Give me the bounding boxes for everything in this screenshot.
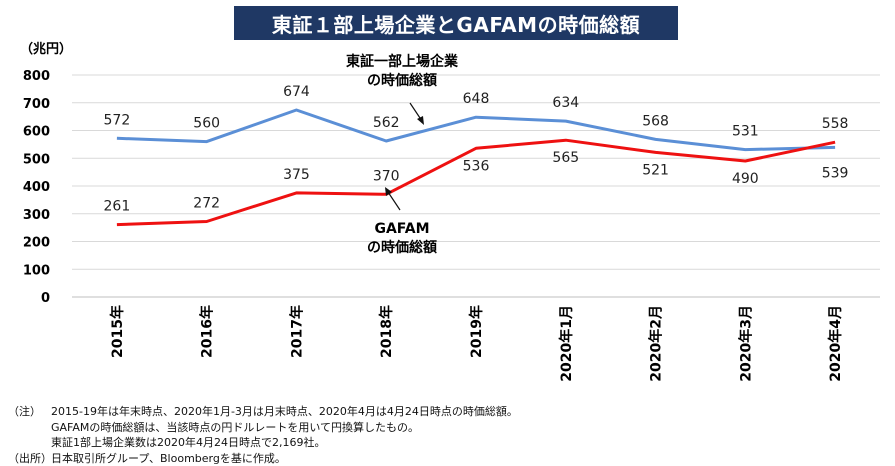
gafam-data-label: 521	[642, 162, 669, 178]
gafam-data-label: 370	[373, 168, 400, 184]
tse-data-label: 634	[552, 95, 579, 111]
gafam-annotation-arrow	[387, 191, 401, 211]
footnote-text: 日本取引所グループ、Bloombergを基に作成。	[51, 451, 286, 465]
x-tick-label: 2016年	[199, 305, 216, 358]
x-tick-label: 2020年2月	[648, 305, 665, 382]
footnote-row: GAFAMの時価総額は、当該時点の円ドルレートを用いて円換算したもの。	[8, 420, 518, 436]
tse-annotation: 東証一部上場企業の時価総額	[346, 53, 459, 89]
footnote-tag	[8, 435, 51, 451]
tse-annotation-arrowhead	[417, 116, 424, 125]
gafam-data-label: 490	[732, 171, 759, 187]
y-tick-label: 800	[23, 69, 50, 84]
y-tick-label: 700	[23, 97, 50, 112]
y-tick-label: 600	[23, 125, 50, 140]
tse-data-label: 562	[373, 115, 400, 131]
y-axis-label: （兆円）	[20, 41, 72, 57]
tse-series-line	[116, 108, 836, 152]
gafam-annotation-arrowhead	[385, 187, 392, 196]
x-tick-label: 2017年	[288, 305, 305, 358]
tse-data-label: 560	[193, 116, 220, 132]
gafam-data-label: 375	[283, 167, 310, 183]
footnote-text: 2015-19年は年末時点、2020年1月-3月は月末時点、2020年4月は4月…	[51, 405, 518, 418]
footnote-row: （出所） 日本取引所グループ、Bloombergを基に作成。	[8, 451, 518, 466]
y-tick-label: 400	[23, 180, 50, 195]
footnotes: （注） 2015-19年は年末時点、2020年1月-3月は月末時点、2020年4月…	[8, 404, 518, 466]
tse-data-label: 572	[104, 112, 131, 128]
gafam-data-label: 565	[552, 150, 579, 166]
gafam-data-label: 261	[104, 199, 131, 215]
x-tick-label: 2015年	[109, 305, 126, 358]
x-tick-label: 2019年	[468, 305, 485, 358]
y-tick-label: 0	[41, 291, 50, 306]
line-chart: （兆円） 0 100 200 300 400 500 600 700 800 2015年 2016年 2…	[20, 41, 880, 382]
footnote-tag	[8, 420, 51, 436]
footnote-text: GAFAMの時価総額は、当該時点の円ドルレートを用いて円換算したもの。	[51, 420, 420, 434]
x-tick-label: 2020年1月	[558, 305, 575, 382]
gafam-data-label: 558	[822, 116, 849, 132]
x-tick-label: 2020年3月	[737, 305, 754, 382]
gafam-series-line	[116, 138, 836, 227]
gafam-annotation: GAFAM の時価総額	[367, 221, 437, 256]
footnote-tag: （出所）	[8, 451, 52, 465]
y-tick-label: 100	[23, 263, 50, 278]
x-tick-label: 2020年4月	[827, 305, 844, 382]
tse-data-label: 674	[283, 84, 310, 100]
gafam-data-label: 536	[463, 158, 490, 174]
tse-data-label: 648	[463, 91, 490, 107]
chart-title: 東証１部上場企業とGAFAMの時価総額	[234, 6, 678, 40]
tse-data-label: 568	[642, 113, 669, 129]
y-tick-label: 300	[23, 208, 50, 223]
x-tick-label: 2018年	[378, 305, 395, 358]
tse-data-label: 539	[822, 165, 849, 181]
footnote-row: （注） 2015-19年は年末時点、2020年1月-3月は月末時点、2020年4月…	[8, 404, 518, 420]
gafam-data-label: 272	[193, 196, 220, 212]
y-tick-label: 200	[23, 236, 50, 251]
footnote-tag: （注）	[8, 405, 41, 418]
y-tick-label: 500	[23, 152, 50, 167]
footnote-row: 東証1部上場企業数は2020年4月24日時点で2,169社。	[8, 435, 518, 451]
footnote-text: 東証1部上場企業数は2020年4月24日時点で2,169社。	[51, 436, 326, 449]
tse-data-label: 531	[732, 124, 759, 140]
